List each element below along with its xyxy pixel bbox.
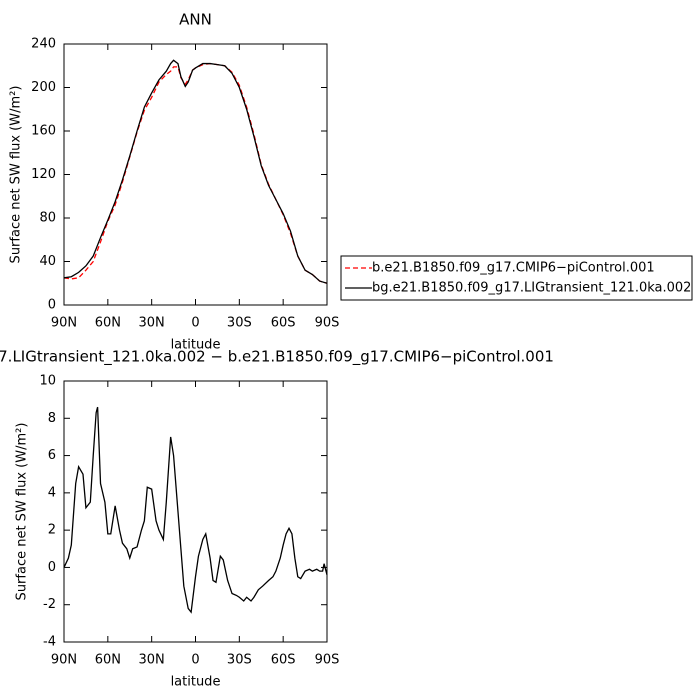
x-tick-label: 0 [191,316,199,331]
y-tick-label: 2 [48,523,56,538]
y-tick-label: 240 [31,37,56,52]
x-tick-label: 30N [139,653,165,668]
y-tick-label: 0 [48,560,56,575]
x-tick-label: 90S [315,316,340,331]
legend-label: b.e21.B1850.f09_g17.CMIP6−piControl.001 [372,261,655,276]
y-axis-label: Surface net SW flux (W/m²) [9,86,24,264]
x-axis-label: latitude [171,675,221,690]
x-tick-label: 30S [227,653,252,668]
y-tick-label: 4 [48,485,56,500]
x-tick-label: 90N [51,653,77,668]
y-tick-label: 10 [39,374,56,389]
x-axis-label: latitude [171,338,221,353]
x-tick-label: 60S [271,653,296,668]
y-tick-label: 200 [31,80,56,95]
legend-box [340,255,693,301]
y-tick-label: 40 [39,254,56,269]
x-tick-label: 60N [95,316,121,331]
y-tick-label: -4 [43,635,56,650]
y-tick-label: 160 [31,124,56,139]
x-tick-label: 90N [51,316,77,331]
y-tick-label: 0 [48,298,56,313]
x-tick-label: 60S [271,316,296,331]
series-line [63,59,328,284]
chart-title: bg.e21.B1850.f09_g17.LIGtransient_121.0k… [0,348,554,367]
y-tick-label: 6 [48,448,56,463]
x-tick-label: 0 [191,653,199,668]
x-tick-label: 30S [227,316,252,331]
chart-title: ANN [179,11,212,29]
plot-frame [63,43,328,306]
y-tick-label: -2 [43,597,56,612]
y-tick-label: 80 [39,211,56,226]
series-line [63,62,328,284]
y-tick-label: 8 [48,411,56,426]
y-tick-label: 120 [31,167,56,182]
x-tick-label: 60N [95,653,121,668]
x-tick-label: 30N [139,316,165,331]
x-tick-label: 90S [315,653,340,668]
legend-label: bg.e21.B1850.f09_g17.LIGtransient_121.0k… [372,281,691,296]
series-line [63,406,328,614]
plot-frame [63,380,328,643]
y-axis-label: Surface net SW flux (W/m²) [15,423,30,601]
